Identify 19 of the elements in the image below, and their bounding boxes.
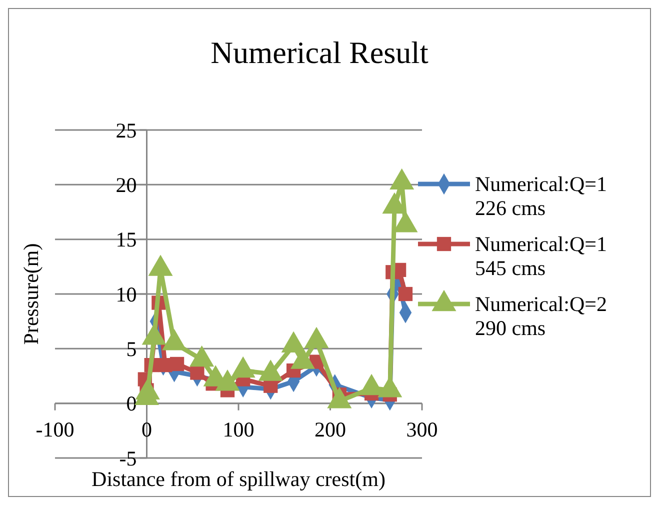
point bbox=[190, 366, 204, 380]
y-tick-label: 0 bbox=[126, 392, 137, 416]
x-tick-label: -100 bbox=[36, 417, 74, 442]
point bbox=[170, 356, 184, 372]
y-tick-label: 20 bbox=[116, 173, 137, 198]
x-tick-label: 0 bbox=[142, 417, 152, 442]
y-tick-label: 15 bbox=[116, 228, 137, 252]
y-tick-label: 5 bbox=[126, 337, 137, 362]
legend-label: Numerical:Q=2290 cms bbox=[475, 292, 607, 340]
y-tick-label: 10 bbox=[116, 282, 137, 306]
chart-title: Numerical Result bbox=[210, 35, 429, 70]
legend-label: Numerical:Q=1226 cms bbox=[475, 172, 607, 220]
y-tick-label: 25 bbox=[116, 118, 137, 142]
x-tick-label: 300 bbox=[406, 417, 438, 442]
x-tick-label: 100 bbox=[222, 417, 254, 442]
y-axis-title: Pressure(m) bbox=[19, 243, 43, 345]
point bbox=[398, 286, 413, 302]
x-tick-label: 200 bbox=[314, 417, 346, 442]
legend-label: Numerical:Q=1545 cms bbox=[475, 232, 607, 280]
